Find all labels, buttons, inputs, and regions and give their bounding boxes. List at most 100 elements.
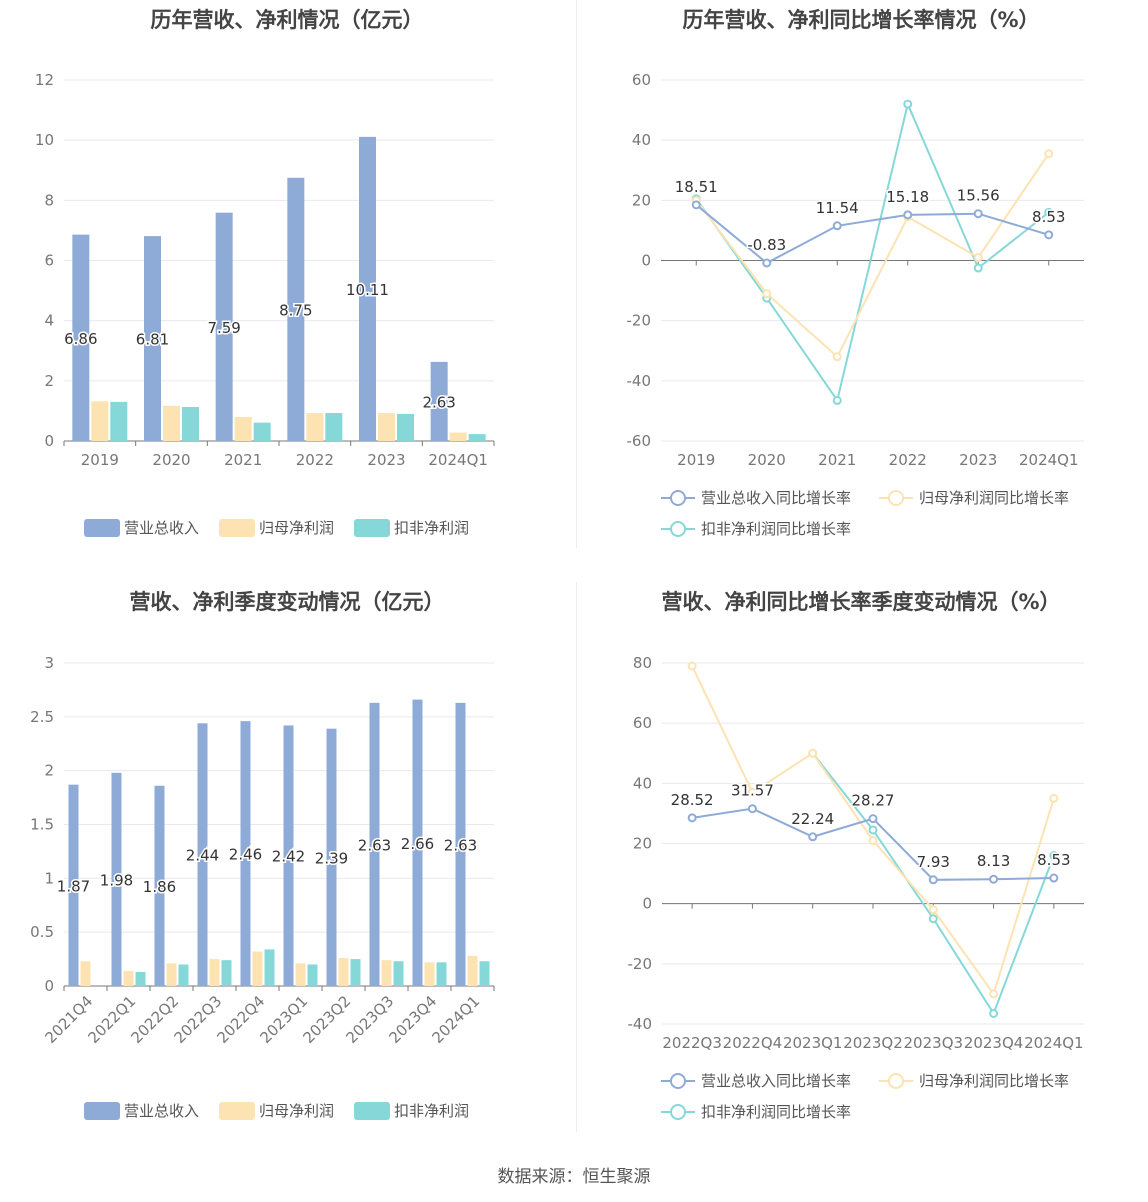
y-tick-label: 1 xyxy=(44,869,54,887)
x-tick-label: 2024Q1 xyxy=(1024,1034,1084,1052)
data-point xyxy=(832,395,842,405)
y-tick-label: 0 xyxy=(44,977,54,995)
data-point xyxy=(928,914,938,924)
y-tick-label: 40 xyxy=(633,774,652,792)
data-point xyxy=(808,748,818,758)
y-tick-label: 8 xyxy=(44,191,54,209)
x-tick-label: 2023Q1 xyxy=(783,1034,843,1052)
data-point xyxy=(973,209,983,219)
bar xyxy=(154,785,165,986)
data-label: 2.46 xyxy=(229,846,262,864)
y-tick-label: 2.5 xyxy=(30,708,54,726)
data-label: 28.27 xyxy=(852,792,895,810)
data-point xyxy=(1044,207,1054,217)
data-label: 8.75 xyxy=(279,301,312,319)
data-label: 28.52 xyxy=(671,791,714,809)
data-point xyxy=(928,905,938,915)
bar xyxy=(144,236,161,441)
data-point xyxy=(868,835,878,845)
y-tick-label: -60 xyxy=(627,432,652,450)
legend-item: 扣非净利润同比增长率 xyxy=(661,520,851,538)
series-line xyxy=(695,100,1050,403)
annual-growth-chart: -60 -40 -20 0 20 40 60 2019 2020 2021 2022 2023 2024… xyxy=(627,71,1084,538)
data-source: 数据来源：恒生聚源 xyxy=(497,1167,651,1187)
y-tick-label: 3 xyxy=(44,654,54,672)
chart-title: 历年营收、净利情况（亿元） xyxy=(150,8,424,32)
annual-amount-panel: 历年营收、净利情况（亿元） 0 2 4 6 8 10 12 2019 6.86 2020 6.81 2… xyxy=(0,0,574,580)
legend-item: 营业总收入 xyxy=(84,519,199,537)
bar xyxy=(110,401,128,441)
data-point xyxy=(868,825,878,835)
data-label: 10.11 xyxy=(346,281,389,299)
chart-title: 营收、净利同比增长率季度变动情况（%） xyxy=(661,590,1061,614)
legend-label: 营业总收入 xyxy=(124,519,199,537)
bar xyxy=(264,949,275,986)
y-tick-label: 80 xyxy=(633,654,652,672)
data-point xyxy=(1044,149,1054,159)
legend-item: 扣非净利润同比增长率 xyxy=(661,1103,851,1121)
x-tick-label: 2023Q2 xyxy=(843,1034,903,1052)
data-point xyxy=(1049,793,1059,803)
data-point xyxy=(989,989,999,999)
y-tick-label: 0.5 xyxy=(30,923,54,941)
y-tick-label: -20 xyxy=(627,312,652,330)
data-label: 2.63 xyxy=(422,393,455,411)
data-label: 2.63 xyxy=(444,836,477,854)
y-tick-label: 0 xyxy=(44,432,54,450)
data-point xyxy=(1049,873,1059,883)
y-tick-label: -40 xyxy=(627,372,652,390)
legend-label: 扣非净利润 xyxy=(394,519,469,537)
y-tick-label: 40 xyxy=(632,131,651,149)
legend-item: 扣非净利润 xyxy=(354,1102,469,1120)
data-label: -0.83 xyxy=(747,236,786,254)
bar xyxy=(123,970,134,986)
data-point xyxy=(868,814,878,824)
x-tick-label: 2023 xyxy=(367,451,405,469)
bar xyxy=(338,958,349,986)
bar xyxy=(397,413,414,441)
x-tick-label: 2022 xyxy=(889,451,927,469)
data-label: 1.87 xyxy=(57,877,90,895)
bar xyxy=(295,963,306,986)
legend-item: 营业总收入同比增长率 xyxy=(661,1072,851,1090)
y-tick-label: 10 xyxy=(35,131,54,149)
legend-label: 扣非净利润 xyxy=(394,1102,469,1120)
bar xyxy=(163,405,180,441)
legend-marker xyxy=(670,521,686,537)
legend-label: 扣非净利润同比增长率 xyxy=(701,1103,851,1121)
bar xyxy=(215,212,233,441)
legend-item: 营业总收入 xyxy=(84,1102,199,1120)
data-label: 18.51 xyxy=(675,178,718,196)
bar xyxy=(252,951,263,986)
x-tick-label: 2023Q4 xyxy=(964,1034,1024,1052)
panel-divider xyxy=(576,582,577,1132)
quarterly-amount-chart: 00.511.522.532021Q41.872022Q11.982022Q21… xyxy=(30,654,495,1120)
legend-item: 营业总收入同比增长率 xyxy=(661,489,851,507)
bar xyxy=(287,177,305,442)
legend-swatch xyxy=(354,1102,390,1120)
data-label: 7.59 xyxy=(207,319,240,337)
data-label: 7.93 xyxy=(917,853,950,871)
bar xyxy=(234,416,252,441)
data-point xyxy=(747,804,757,814)
y-tick-label: 20 xyxy=(632,191,651,209)
legend-label: 营业总收入同比增长率 xyxy=(701,489,851,507)
bar xyxy=(424,962,435,986)
x-tick-label: 2020 xyxy=(152,451,190,469)
bar xyxy=(350,959,361,986)
x-tick-label: 2024Q1 xyxy=(1019,451,1079,469)
bar xyxy=(253,422,271,441)
bar xyxy=(111,772,122,986)
data-label: 15.18 xyxy=(886,188,929,206)
y-tick-label: 0 xyxy=(641,252,651,270)
data-point xyxy=(928,875,938,885)
data-label: 2.63 xyxy=(358,836,391,854)
legend-item: 归母净利润 xyxy=(219,1102,334,1120)
x-tick-label: 2024Q1 xyxy=(428,451,488,469)
legend-item: 归母净利润同比增长率 xyxy=(879,489,1069,507)
data-point xyxy=(903,99,913,109)
legend-marker xyxy=(670,1104,686,1120)
bar xyxy=(283,725,294,986)
legend-marker xyxy=(888,490,904,506)
annual-amount-chart: 0 2 4 6 8 10 12 2019 6.86 2020 6.81 2021 7.59 2022 8.7… xyxy=(35,71,495,537)
